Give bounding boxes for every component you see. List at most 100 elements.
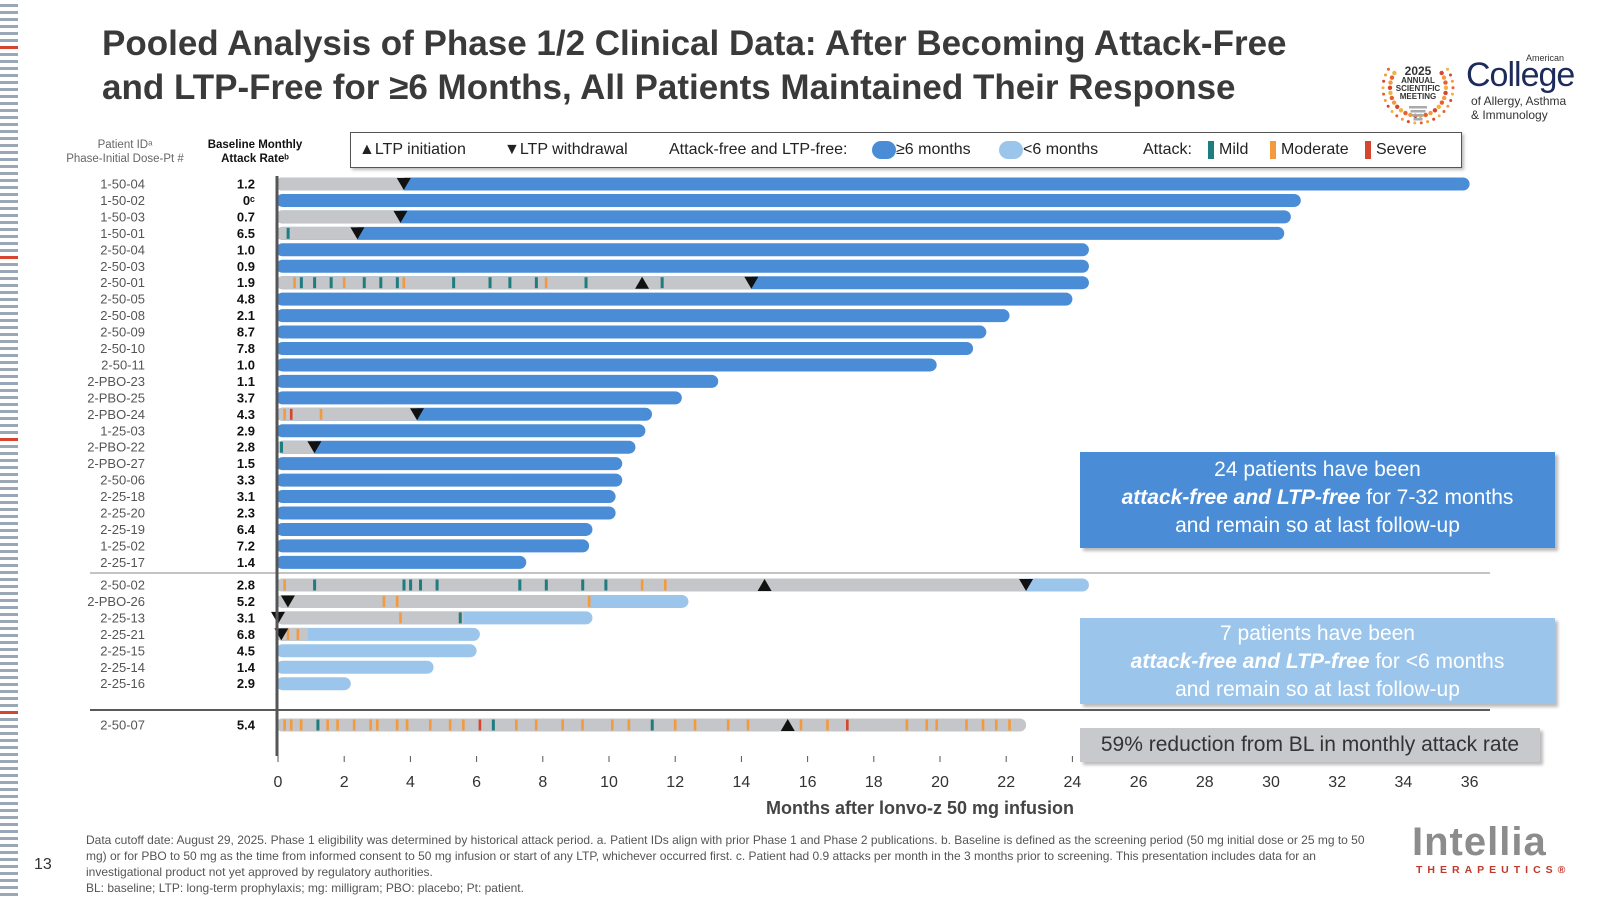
intellia-subtitle: THERAPEUTICS® xyxy=(1416,864,1571,876)
sunburst-dot xyxy=(1439,100,1445,105)
bar-segment-pre-response xyxy=(276,611,464,625)
patient-row: 1-50-04 1.2 xyxy=(100,177,1470,192)
sunburst-dot xyxy=(1389,95,1395,101)
ltp-withdrawal-marker xyxy=(350,227,365,240)
logo-american: American xyxy=(1526,53,1565,63)
x-tick-label: 28 xyxy=(1196,774,1214,791)
sunburst-dot xyxy=(1443,80,1448,85)
attack-moderate-mark xyxy=(428,719,432,731)
callout2-line3: and remain so at last follow-up xyxy=(1175,678,1460,701)
baseline-rate-label: 1.2 xyxy=(237,177,255,192)
sunburst-base-bar xyxy=(1413,118,1423,121)
sunburst-dot xyxy=(1442,109,1446,113)
baseline-rate-label: 5.2 xyxy=(237,594,255,609)
bar-segment-join xyxy=(300,627,308,641)
patient-row: 1-50-03 0.7 xyxy=(100,209,1291,224)
baseline-rate-label: 2.8 xyxy=(237,440,255,455)
stripe-bar xyxy=(0,424,18,427)
patient-row: 2-25-17 1.4 xyxy=(100,555,527,570)
stripe-bar xyxy=(0,298,18,301)
stripe-bar xyxy=(0,893,18,896)
attack-moderate-mark xyxy=(981,719,985,731)
attack-moderate-mark xyxy=(693,719,697,731)
stripe-bar xyxy=(0,480,18,483)
baseline-rate-label: 0ᶜ xyxy=(243,193,255,208)
attack-moderate-mark xyxy=(799,719,803,731)
baseline-rate-header-line2: Attack Rateᵇ xyxy=(221,153,289,165)
stripe-bar xyxy=(0,137,18,140)
attack-severe-mark xyxy=(289,408,293,420)
stripe-bar xyxy=(0,263,18,266)
patient-id-label: 2-PBO-27 xyxy=(87,456,145,471)
stripe-bar xyxy=(0,823,18,826)
stripe-bar xyxy=(0,774,18,777)
legend-mild-swatch xyxy=(1208,141,1214,159)
stripe-bar xyxy=(0,18,18,21)
stripe-bar xyxy=(0,844,18,847)
attack-mild-mark xyxy=(518,579,522,591)
attack-moderate-mark xyxy=(1008,719,1011,731)
sunburst-dot xyxy=(1413,121,1417,125)
sunburst-dot xyxy=(1388,80,1393,85)
x-tick-label: 22 xyxy=(997,774,1015,791)
patient-row: 2-50-11 1.0 xyxy=(101,357,937,372)
x-tick-label: 32 xyxy=(1328,774,1346,791)
patient-id-label: 2-25-13 xyxy=(100,610,145,625)
stripe-bar xyxy=(0,494,18,497)
stripe-bar xyxy=(0,207,18,210)
stripe-bar xyxy=(0,627,18,630)
x-axis-label: Months after lonvo-z 50 mg infusion xyxy=(765,798,1074,818)
patient-id-label: 1-50-03 xyxy=(100,209,145,224)
sunburst-dot xyxy=(1390,109,1394,113)
stripe-bar xyxy=(0,809,18,812)
patient-id-label: 2-25-16 xyxy=(100,676,145,691)
stripe-bar xyxy=(0,592,18,595)
stripe-bar xyxy=(0,739,18,742)
baseline-rate-label: 2.8 xyxy=(237,578,255,593)
stripe-bar xyxy=(0,256,18,259)
bar-segment-pre-response xyxy=(276,440,315,454)
sunburst-dot xyxy=(1437,114,1441,118)
stripe-bar xyxy=(0,508,18,511)
left-edge-stripe xyxy=(0,4,18,896)
attack-moderate-mark xyxy=(746,719,750,731)
patient-id-label: 1-25-02 xyxy=(100,538,145,553)
sunburst-dot xyxy=(1432,108,1438,113)
ltp-withdrawal-marker xyxy=(396,178,411,190)
baseline-rate-label: 1.1 xyxy=(237,374,255,389)
callout-short-responders: 7 patients have been attack-free and LTP… xyxy=(1080,618,1555,704)
sunburst-dot xyxy=(1387,85,1393,90)
sunburst-dot xyxy=(1449,73,1453,77)
x-tick-label: 4 xyxy=(406,774,415,791)
ltp-withdrawal-marker xyxy=(410,408,425,421)
bar-segment-attack-free xyxy=(276,627,480,641)
stripe-bar xyxy=(0,830,18,833)
stripe-bar xyxy=(0,543,18,546)
attack-mild-mark xyxy=(650,719,654,731)
sunburst-dot xyxy=(1392,70,1397,76)
attack-moderate-mark xyxy=(587,595,591,607)
bar-segment-attack-free xyxy=(276,292,1073,306)
attack-moderate-mark xyxy=(382,595,386,607)
patient-id-label: 2-50-06 xyxy=(100,473,145,488)
patient-id-label: 2-50-04 xyxy=(100,242,145,257)
stripe-bar xyxy=(0,81,18,84)
sunburst-base-bar xyxy=(1409,106,1427,109)
logo-college: College xyxy=(1466,56,1575,94)
bar-segment-pre-response xyxy=(276,276,752,290)
attack-mild-mark xyxy=(534,277,538,289)
attack-moderate-mark xyxy=(402,277,406,289)
stripe-bar xyxy=(0,382,18,385)
callout2-line2: attack-free and LTP-free for <6 months xyxy=(1080,648,1555,676)
stripe-bar xyxy=(0,648,18,651)
attack-moderate-mark xyxy=(395,595,399,607)
stripe-bar xyxy=(0,375,18,378)
x-tick-label: 12 xyxy=(666,774,684,791)
stripe-bar xyxy=(0,116,18,119)
patient-row: 2-50-02 2.8 xyxy=(100,578,1089,593)
sunburst-dot xyxy=(1403,110,1408,116)
attack-mild-mark xyxy=(544,579,548,591)
stripe-bar xyxy=(0,781,18,784)
stripe-bar xyxy=(0,522,18,525)
stripe-bar xyxy=(0,249,18,252)
